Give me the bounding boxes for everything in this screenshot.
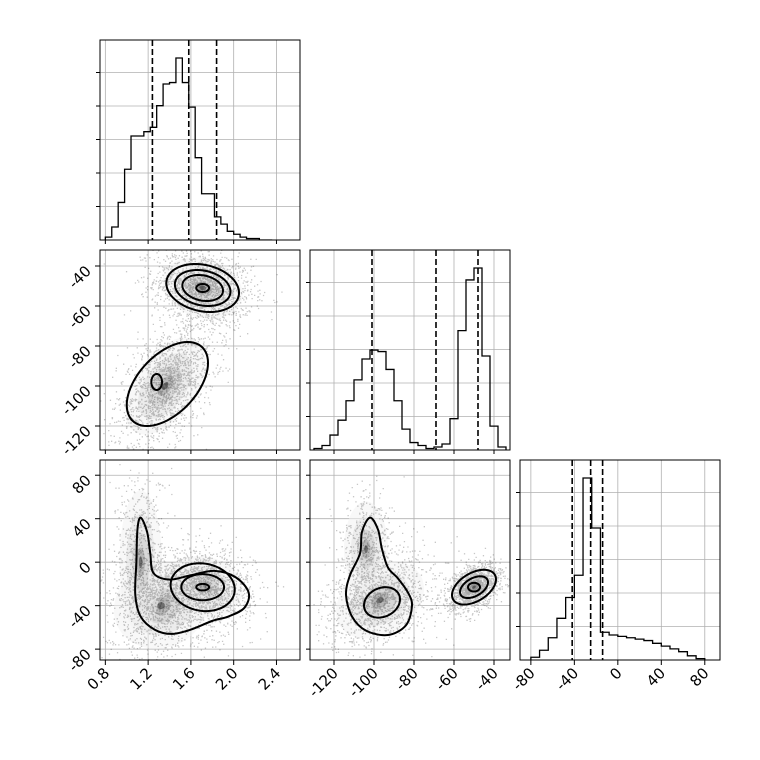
density-shade-1-4 — [157, 602, 165, 610]
x-tick-label: -80 — [392, 664, 422, 694]
x-tick-label: -80 — [509, 664, 539, 694]
contour-0-2-2 — [195, 582, 211, 592]
y-tick-label: -80 — [65, 342, 95, 372]
x-tick-label: -40 — [552, 664, 582, 694]
contour-outer-0-2 — [134, 516, 251, 635]
panel-frame — [99, 39, 301, 241]
panel-frame — [99, 459, 301, 661]
y-tick-label: -40 — [65, 262, 95, 292]
panel-frame — [309, 459, 511, 661]
contour-0-1-5 — [150, 372, 164, 392]
y-tick-label: 40 — [69, 515, 95, 541]
scatter-panel-1-2 — [310, 460, 510, 660]
x-tick-label: -40 — [472, 664, 502, 694]
y-tick-label: -120 — [58, 422, 95, 459]
x-tick-label: 2.0 — [212, 664, 242, 694]
y-tick-label: -40 — [65, 602, 95, 632]
x-tick-label: 0.8 — [84, 664, 114, 694]
x-tick-label: 1.2 — [126, 664, 156, 694]
contour-0-1-2 — [181, 273, 224, 303]
contour-outer-1-2 — [344, 516, 414, 637]
histogram-panel-2 — [520, 460, 720, 660]
contour-1-2-2 — [466, 581, 482, 593]
contour-0-1-3 — [195, 282, 211, 294]
histogram-panel-0 — [100, 40, 300, 240]
x-tick-label: 40 — [643, 664, 669, 690]
contour-0-1-4 — [125, 340, 210, 428]
density-shade-1-4 — [364, 545, 368, 554]
x-tick-label: 0 — [606, 664, 625, 683]
histogram-step-2 — [530, 477, 706, 660]
contour-1-2-1 — [458, 575, 490, 600]
x-tick-label: 2.4 — [255, 664, 285, 694]
histogram-step-1 — [313, 267, 507, 450]
density-shade-1-4 — [161, 382, 169, 390]
density-shade-2-4 — [138, 556, 143, 569]
density-shade-0-4 — [199, 285, 206, 291]
density-shade-0-4 — [376, 597, 384, 604]
x-tick-label: -120 — [305, 664, 342, 701]
contour-0-2-0 — [169, 562, 236, 613]
y-tick-label: 80 — [69, 471, 95, 497]
contour-0-1-0 — [165, 263, 241, 313]
x-tick-label: -100 — [345, 664, 382, 701]
histogram-panel-1 — [310, 250, 510, 450]
scatter-panel-0-1 — [100, 250, 300, 450]
contour-1-2-3 — [362, 586, 402, 619]
x-tick-label: -60 — [432, 664, 462, 694]
contour-1-2-0 — [450, 568, 498, 606]
x-tick-label: 1.6 — [169, 664, 199, 694]
scatter-panel-0-2 — [100, 460, 300, 660]
contour-0-2-1 — [180, 573, 226, 602]
panel-frame — [99, 249, 301, 451]
y-tick-label: 0 — [75, 558, 94, 577]
x-tick-label: 80 — [686, 664, 712, 690]
contour-0-1-1 — [173, 269, 232, 307]
y-tick-label: -100 — [58, 382, 95, 419]
y-tick-label: -60 — [65, 302, 95, 332]
panel-frame — [519, 459, 721, 661]
histogram-step-0 — [104, 57, 273, 240]
y-tick-label: -80 — [65, 645, 95, 675]
density-shade-2-4 — [472, 585, 476, 589]
